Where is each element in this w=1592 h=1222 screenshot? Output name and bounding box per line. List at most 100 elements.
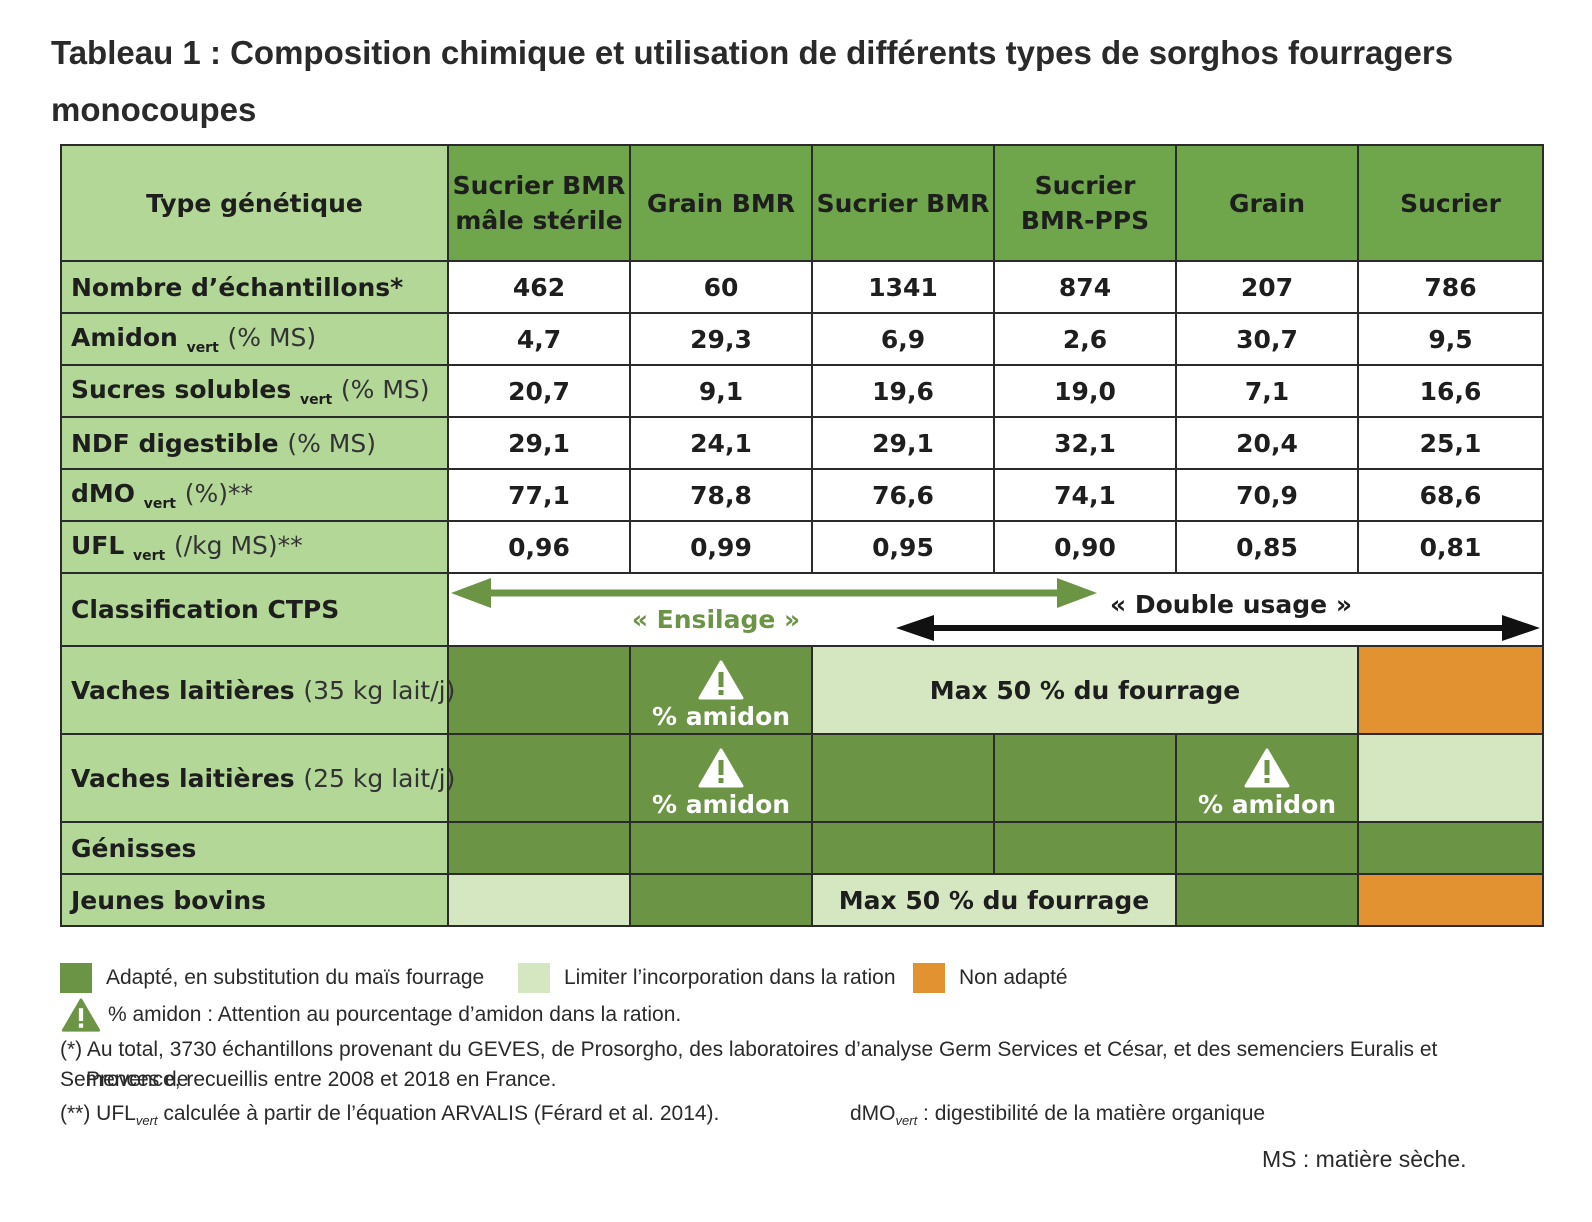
data-row: NDF digestible (% MS) 29,1 24,1 29,1 32,1 20,… xyxy=(60,416,1544,470)
usage-cell-adapted xyxy=(447,733,631,823)
label-text: UFL xyxy=(71,530,125,560)
header-type-genetique: Type génétique xyxy=(60,144,449,262)
double-usage-arrow-left-head xyxy=(896,615,934,641)
table-cell: 19,0 xyxy=(993,364,1177,418)
label-unit: (25 kg lait/j) xyxy=(303,763,456,793)
usage-cell-adapted xyxy=(1175,873,1359,927)
label-unit: (%)** xyxy=(184,478,253,508)
legend-swatch-adapted xyxy=(60,963,92,993)
table-cell: 29,1 xyxy=(811,416,995,470)
ensilage-arrow-right-head xyxy=(1057,578,1097,608)
table-cell: 0,81 xyxy=(1357,520,1544,574)
footnote-dmo: dMOvert : digestibilité de la matière or… xyxy=(850,1099,1265,1136)
usage-cell-adapted xyxy=(1175,821,1359,875)
legend-text: Limiter l’incorporation dans la ration xyxy=(564,966,896,989)
classification-arrows: « Ensilage » « Double usage » xyxy=(447,572,1544,647)
data-row: Amidon vert (% MS) 4,7 29,3 6,9 2,6 30,7 9,5 xyxy=(60,312,1544,366)
row-jeunes-bovins: Jeunes bovins Max 50 % du fourrage xyxy=(60,873,1544,927)
usage-cell-limit xyxy=(1357,733,1544,823)
data-row: dMO vert (%)** 77,1 78,8 76,6 74,1 70,9 68,6 xyxy=(60,468,1544,522)
legend-item-not-adapted: Non adapté xyxy=(913,961,1068,995)
page-title: Tableau 1 : Composition chimique et util… xyxy=(51,34,1454,128)
ensilage-arrow-left-head xyxy=(451,578,491,608)
column-header: Sucrier xyxy=(1357,144,1544,262)
table-cell: 74,1 xyxy=(993,468,1177,522)
composition-table: Type génétique Sucrier BMR mâle stérile … xyxy=(60,144,1544,927)
label-text: Nombre d’échantillons* xyxy=(71,272,404,302)
legend-item-amidon: % amidon : Attention au pourcentage d’am… xyxy=(60,998,681,1032)
double-usage-arrow-right-head xyxy=(1502,615,1540,641)
footnote-samples-cont: Provence, recueillis entre 2008 et 2018 … xyxy=(86,1068,557,1091)
footnote-ms: MS : matière sèche. xyxy=(1262,1146,1467,1172)
usage-cell-max50: Max 50 % du fourrage xyxy=(811,873,1177,927)
data-row: Nombre d’échantillons* 462 60 1341 874 207 786 xyxy=(60,260,1544,314)
table-cell: 68,6 xyxy=(1357,468,1544,522)
usage-cell-adapted xyxy=(629,873,813,927)
row-label-classification: Classification CTPS xyxy=(60,572,449,647)
warning-icon xyxy=(61,998,101,1032)
usage-cell-amidon-warning: % amidon xyxy=(629,733,813,823)
usage-cell-adapted xyxy=(447,821,631,875)
footnote-samples: (*) Au total, 3730 échantillons provenan… xyxy=(60,1038,1438,1091)
table-cell: 207 xyxy=(1175,260,1359,314)
usage-cell-amidon-warning: % amidon xyxy=(1175,733,1359,823)
table-cell: 78,8 xyxy=(629,468,813,522)
usage-cell-limit xyxy=(447,873,631,927)
label-unit: (% MS) xyxy=(287,428,376,458)
table-cell: 0,99 xyxy=(629,520,813,574)
usage-cell-adapted xyxy=(993,733,1177,823)
table-cell: 20,7 xyxy=(447,364,631,418)
legend-text: Non adapté xyxy=(959,966,1068,989)
double-usage-label: « Double usage » xyxy=(1110,590,1352,619)
usage-cell-adapted xyxy=(811,821,995,875)
row-vaches-35: Vaches laitières (35 kg lait/j) % amidon… xyxy=(60,645,1544,735)
legend-item-adapted: Adapté, en substitution du maïs fourrage xyxy=(60,961,484,995)
row-label: NDF digestible (% MS) xyxy=(60,416,449,470)
table-cell: 874 xyxy=(993,260,1177,314)
label-unit: (/kg MS)** xyxy=(173,530,303,560)
footnote-text: calculée à partir de l’équation ARVALIS … xyxy=(157,1102,720,1125)
row-label: Amidon vert (% MS) xyxy=(60,312,449,366)
legend-item-limit: Limiter l’incorporation dans la ration xyxy=(518,961,896,995)
label-sub: vert xyxy=(133,547,166,564)
table-cell: 4,7 xyxy=(447,312,631,366)
table-cell: 786 xyxy=(1357,260,1544,314)
table-cell: 29,3 xyxy=(629,312,813,366)
column-header: Grain BMR xyxy=(629,144,813,262)
table-cell: 24,1 xyxy=(629,416,813,470)
usage-cell-adapted xyxy=(993,821,1177,875)
amidon-warning-text: % amidon xyxy=(651,702,791,731)
amidon-warning-text: % amidon xyxy=(651,790,791,819)
legend-swatch-limit xyxy=(518,963,550,993)
footnote-sub: vert xyxy=(895,1113,918,1129)
usage-cell-adapted xyxy=(629,821,813,875)
classification-row: Classification CTPS « Ensilage » « Doubl… xyxy=(60,572,1544,647)
label-text: dMO xyxy=(71,478,136,508)
label-unit: (% MS) xyxy=(227,322,317,352)
table-cell: 0,95 xyxy=(811,520,995,574)
table-cell: 0,85 xyxy=(1175,520,1359,574)
table-cell: 20,4 xyxy=(1175,416,1359,470)
table-cell: 462 xyxy=(447,260,631,314)
table-cell: 60 xyxy=(629,260,813,314)
label-text: Sucres solubles xyxy=(71,374,292,404)
row-genisses: Génisses xyxy=(60,821,1544,875)
footnote-text: dMO xyxy=(850,1102,896,1125)
label-text: NDF digestible xyxy=(71,428,279,458)
row-label: UFL vert (/kg MS)** xyxy=(60,520,449,574)
table-cell: 0,96 xyxy=(447,520,631,574)
footnote-sub: vert xyxy=(135,1113,158,1129)
column-header: Sucrier BMR xyxy=(811,144,995,262)
row-label-vaches-25: Vaches laitières (25 kg lait/j) xyxy=(60,733,455,823)
usage-cell-not-adapted xyxy=(1357,645,1544,735)
label-unit: (% MS) xyxy=(340,374,430,404)
row-vaches-25: Vaches laitières (25 kg lait/j) % amidon… xyxy=(60,733,1544,823)
table-cell: 16,6 xyxy=(1357,364,1544,418)
table-cell: 9,5 xyxy=(1357,312,1544,366)
column-header: Sucrier BMR-PPS xyxy=(993,144,1177,262)
table-cell: 2,6 xyxy=(993,312,1177,366)
label-text: Amidon xyxy=(71,322,178,352)
row-label-vaches-35: Vaches laitières (35 kg lait/j) xyxy=(60,645,455,735)
table-cell: 29,1 xyxy=(447,416,631,470)
usage-cell-max50: Max 50 % du fourrage xyxy=(811,645,1359,735)
